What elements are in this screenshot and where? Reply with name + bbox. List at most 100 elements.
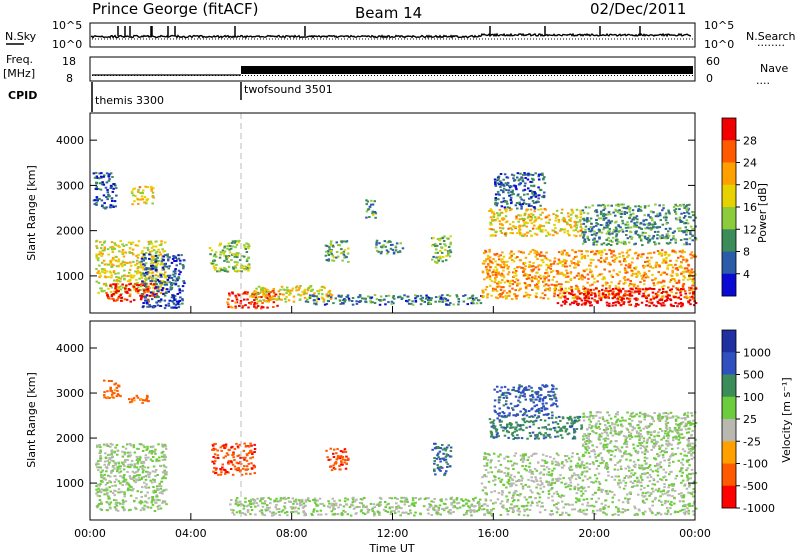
power-cell bbox=[509, 227, 512, 230]
velocity-cell bbox=[123, 493, 126, 496]
velocity-cell bbox=[150, 501, 153, 504]
power-cell bbox=[575, 226, 578, 229]
power-cell bbox=[576, 297, 579, 300]
power-cell bbox=[610, 281, 613, 284]
power-cell bbox=[489, 221, 492, 224]
velocity-cell bbox=[219, 468, 222, 470]
power-cell bbox=[121, 283, 124, 286]
velocity-cell bbox=[106, 467, 109, 470]
power-cell bbox=[488, 269, 491, 272]
power-cell bbox=[282, 293, 285, 296]
power-cell bbox=[128, 288, 131, 291]
power-cell bbox=[537, 275, 541, 278]
power-cell bbox=[621, 251, 624, 254]
power-cell bbox=[518, 230, 521, 233]
power-cell bbox=[329, 244, 333, 247]
velocity-cell bbox=[140, 476, 144, 479]
power-cell bbox=[685, 243, 688, 246]
power-cell bbox=[490, 280, 494, 283]
velocity-cell bbox=[163, 489, 166, 492]
power-cell bbox=[365, 203, 368, 206]
velocity-cell bbox=[427, 497, 430, 500]
power-cell bbox=[606, 213, 609, 216]
power-cell bbox=[236, 256, 239, 259]
power-cell bbox=[136, 272, 139, 275]
power-cell bbox=[599, 213, 603, 216]
power-cell bbox=[599, 257, 603, 260]
velocity-data-layer bbox=[95, 379, 698, 517]
power-cell bbox=[574, 263, 577, 266]
power-cell bbox=[685, 259, 689, 262]
velocity-cell bbox=[633, 485, 636, 488]
power-cell bbox=[218, 244, 221, 247]
velocity-cell bbox=[129, 454, 132, 457]
velocity-cell bbox=[222, 468, 226, 471]
velocity-cell bbox=[162, 475, 166, 478]
power-cell bbox=[665, 216, 668, 219]
power-cell bbox=[667, 230, 670, 233]
power-cell bbox=[598, 273, 602, 276]
power-cell bbox=[246, 245, 249, 248]
power-cell bbox=[146, 290, 150, 293]
velocity-cell bbox=[139, 443, 143, 446]
velocity-cell bbox=[156, 495, 159, 498]
power-cell bbox=[685, 209, 688, 211]
velocity-cell bbox=[477, 509, 481, 511]
power-cell bbox=[179, 296, 182, 299]
velocity-cell bbox=[117, 465, 121, 468]
power-cell bbox=[112, 258, 115, 261]
power-colorbar-segment bbox=[722, 162, 736, 186]
power-cell bbox=[334, 297, 337, 300]
power-cell bbox=[514, 295, 518, 298]
power-cell bbox=[647, 204, 650, 207]
power-cell bbox=[96, 247, 99, 250]
power-cell bbox=[580, 253, 584, 256]
power-cell bbox=[578, 292, 582, 295]
velocity-cell bbox=[159, 487, 162, 490]
power-cell bbox=[517, 214, 520, 217]
power-cell bbox=[148, 294, 152, 297]
velocity-cell bbox=[449, 465, 452, 468]
power-cell bbox=[243, 265, 246, 268]
velocity-cell bbox=[327, 458, 330, 461]
power-cell bbox=[133, 274, 136, 277]
velocity-cell bbox=[97, 469, 100, 472]
power-cell bbox=[307, 287, 310, 289]
velocity-cell bbox=[247, 504, 250, 507]
frequency-panel-frame bbox=[89, 56, 696, 82]
power-cell bbox=[166, 255, 170, 258]
power-cell bbox=[342, 250, 346, 253]
power-cell bbox=[494, 278, 497, 281]
power-cell bbox=[691, 284, 695, 287]
power-cell bbox=[378, 242, 381, 245]
power-cell bbox=[644, 227, 647, 230]
velocity-cell bbox=[445, 454, 449, 457]
power-cell bbox=[683, 290, 687, 293]
velocity-cell bbox=[95, 492, 98, 495]
power-cell bbox=[645, 300, 649, 303]
power-cell bbox=[101, 181, 104, 184]
power-cell bbox=[272, 288, 275, 290]
velocity-cell bbox=[312, 498, 315, 501]
power-cell bbox=[499, 254, 502, 257]
velocity-cell bbox=[360, 509, 363, 512]
velocity-cell bbox=[106, 488, 109, 491]
power-cell bbox=[554, 286, 557, 288]
power-cell bbox=[579, 219, 582, 222]
power-cell bbox=[241, 255, 244, 258]
velocity-cell bbox=[214, 471, 218, 474]
power-cell bbox=[444, 259, 448, 262]
power-cell bbox=[302, 293, 306, 296]
power-cell bbox=[172, 296, 176, 299]
velocity-cell bbox=[478, 502, 481, 505]
power-cell bbox=[371, 210, 375, 213]
power-cell bbox=[583, 233, 586, 236]
velocity-cell bbox=[379, 501, 382, 504]
power-cell bbox=[438, 295, 441, 298]
velocity-cell bbox=[162, 455, 166, 458]
power-cell bbox=[152, 249, 156, 252]
power-cell bbox=[657, 294, 660, 297]
velocity-cell bbox=[99, 471, 103, 474]
power-cell bbox=[611, 232, 614, 235]
power-cell bbox=[101, 252, 104, 255]
